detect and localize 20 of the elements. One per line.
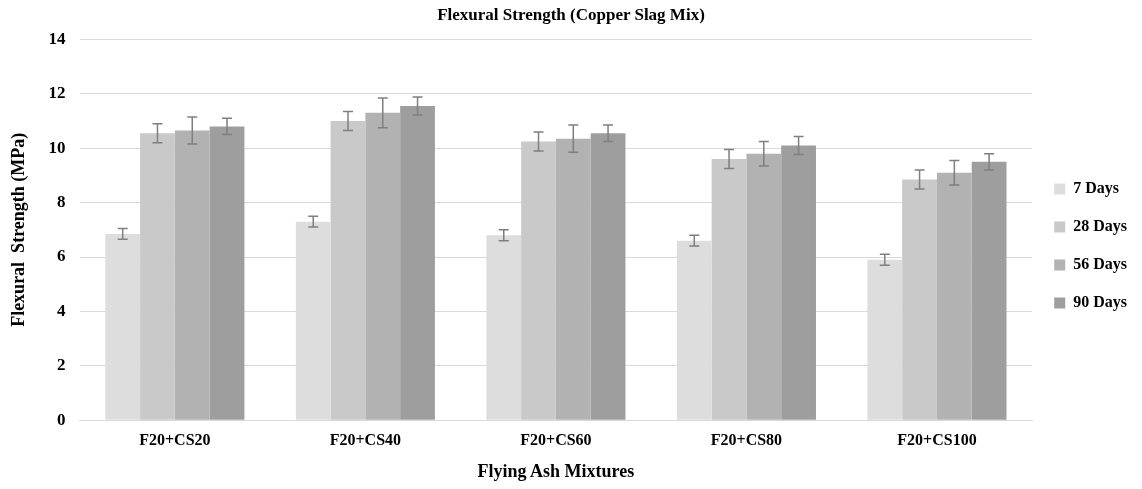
y-tick-label: 6 [57,246,66,266]
y-tick-label: 2 [57,355,66,375]
legend-label: 7 Days [1073,179,1119,198]
y-tick-label: 14 [48,28,67,48]
y-tick-label: 12 [48,83,66,103]
legend-label: 56 Days [1073,255,1127,274]
y-tick-label: 0 [57,409,66,429]
x-tick-label: F20+CS100 [897,430,977,448]
x-axis-title: Flying Ash Mixtures [477,460,635,481]
y-tick-label: 8 [57,191,66,211]
x-tick-label: F20+CS20 [139,430,211,448]
legend-label: 90 Days [1073,293,1127,312]
x-tick-label: F20+CS80 [710,430,783,448]
legend-label: 28 Days [1073,217,1127,236]
y-tick-label: 10 [48,137,66,157]
chart-title: Flexural Strength (Copper Slag Mix) [437,4,705,24]
y-axis-title: Flexural Strength (MPa) [8,132,30,327]
x-tick-label: F20+CS60 [520,430,592,448]
x-tick-label: F20+CS40 [329,430,402,448]
y-tick-label: 4 [57,300,67,320]
